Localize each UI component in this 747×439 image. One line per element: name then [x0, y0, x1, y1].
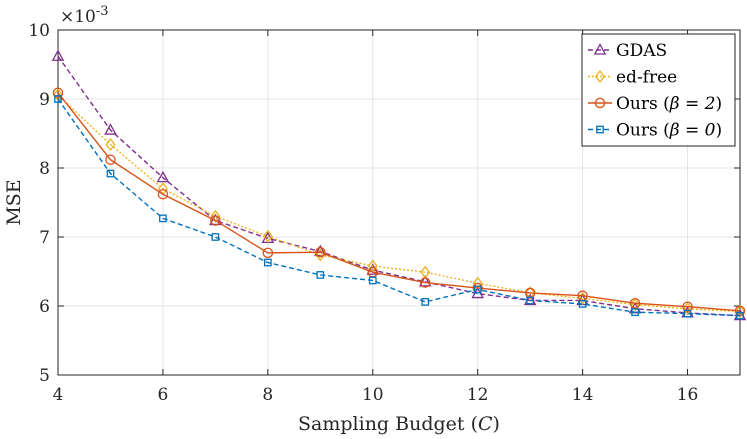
y-tick-label: 8	[39, 159, 50, 179]
x-tick-label: 8	[262, 385, 273, 405]
plot-area-border	[57, 29, 741, 376]
data-point	[366, 263, 380, 275]
x-axis-label: Sampling Budget (C)	[298, 413, 500, 435]
legend: GDAS ed-free Ours (β = 2) Ours (β = 0)	[581, 33, 736, 147]
data-point	[211, 233, 220, 241]
data-point	[525, 286, 536, 300]
series-group	[51, 49, 747, 321]
data-point	[210, 215, 221, 226]
series-ours-2-	[52, 87, 746, 317]
legend-label: GDAS	[616, 41, 667, 61]
legend-box	[581, 33, 736, 147]
data-point	[419, 277, 431, 288]
legend-label: Ours (β = 0)	[616, 121, 722, 141]
y-tick-label: 10	[28, 21, 50, 41]
legend-entry: Ours (β = 0)	[588, 121, 722, 141]
data-point	[315, 246, 326, 258]
data-point	[368, 276, 377, 285]
y-tick-label: 9	[39, 90, 50, 110]
data-point	[104, 123, 117, 135]
data-point	[418, 274, 432, 287]
data-point	[682, 301, 693, 312]
x-tick-label: 12	[467, 385, 489, 405]
series-line	[57, 98, 741, 317]
data-point	[210, 209, 221, 223]
data-point	[316, 271, 325, 279]
data-point	[734, 304, 746, 319]
data-point	[473, 285, 482, 294]
data-point	[52, 88, 64, 102]
x-tick-label: 14	[572, 385, 594, 405]
data-point	[629, 297, 641, 309]
x-tick-label: 4	[53, 385, 64, 405]
legend-label: ed-free	[616, 68, 677, 88]
data-point	[105, 137, 116, 152]
legend-marker	[593, 43, 607, 55]
series-line	[57, 92, 741, 312]
data-point	[631, 308, 639, 317]
x-tick-label: 16	[677, 385, 699, 405]
data-point	[578, 300, 587, 308]
legend-marker	[596, 125, 604, 134]
data-point	[526, 296, 535, 305]
x-tick-label: 6	[158, 385, 169, 405]
data-point	[262, 247, 274, 259]
y-tick-label: 7	[39, 228, 50, 248]
data-point	[262, 229, 273, 243]
data-point	[421, 298, 430, 306]
y-tick-label: 5	[39, 366, 50, 386]
x-tick-label: 10	[362, 385, 384, 405]
data-point	[683, 309, 692, 318]
legend-label: Ours (β = 2)	[616, 94, 722, 114]
y-tick-label: 6	[39, 297, 50, 317]
data-point	[263, 258, 272, 267]
data-point	[106, 169, 115, 178]
y-axis-multiplier: ×10-3	[60, 4, 109, 27]
data-point	[736, 311, 744, 320]
data-point	[159, 214, 167, 223]
data-point	[156, 170, 170, 183]
legend-marker	[594, 69, 606, 84]
data-point	[157, 188, 169, 200]
legend-entry: Ours (β = 2)	[588, 94, 722, 114]
data-point	[54, 95, 62, 103]
series-ours-0-	[54, 95, 744, 320]
series-line	[57, 55, 741, 317]
legend-entry: ed-free	[588, 68, 677, 88]
legend-marker	[594, 97, 606, 109]
axis-ticks: 4 6 8 10 12 14 16 5 6 7 8 9 10	[28, 21, 740, 405]
data-point	[52, 87, 64, 99]
y-axis-label: MSE	[3, 179, 25, 225]
data-point	[51, 49, 65, 61]
data-point	[105, 154, 116, 165]
legend-entry: GDAS	[588, 41, 667, 61]
